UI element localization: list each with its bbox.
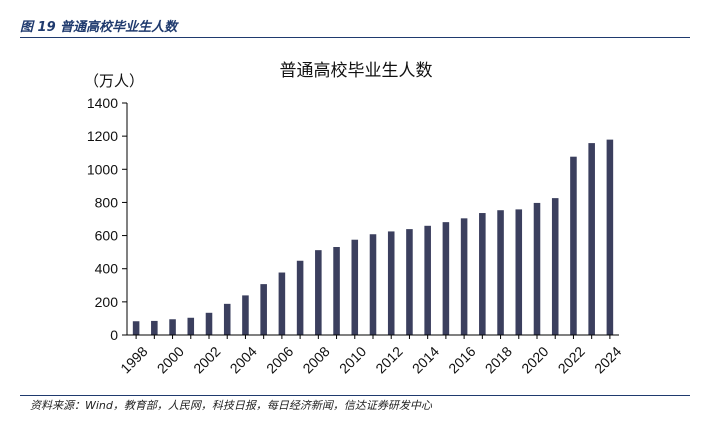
top-rule — [20, 37, 690, 38]
bar-2021 — [551, 198, 559, 335]
y-tick-label: 400 — [95, 261, 119, 277]
bar-2014 — [424, 225, 431, 335]
bar-2005 — [260, 284, 267, 335]
bar-2022 — [570, 156, 577, 335]
y-tick-label: 1000 — [87, 161, 118, 177]
bar-2011 — [369, 234, 377, 335]
chart-title: 普通高校毕业生人数 — [280, 61, 433, 81]
x-tick-label: 2016 — [445, 343, 478, 376]
bar-chart: 普通高校毕业生人数 （万人） 0 200 400 600 800 1000 1200 1400… — [84, 61, 625, 377]
bar-2013 — [406, 229, 413, 335]
bar-1999 — [151, 320, 158, 335]
bar-2018 — [497, 210, 504, 335]
x-tick-label: 2018 — [482, 343, 515, 376]
bar-2009 — [333, 247, 340, 335]
bar-2002 — [205, 312, 213, 335]
figure-caption: 图 19 普通高校毕业生人数 — [20, 20, 178, 35]
bar-1998 — [132, 321, 140, 335]
x-tick-label: 2002 — [190, 343, 223, 376]
bars — [132, 139, 614, 335]
x-tick-label: 2006 — [263, 343, 296, 376]
y-tick-label: 600 — [95, 228, 119, 244]
x-tick-label: 2012 — [372, 343, 405, 376]
x-tick-label: 2022 — [555, 343, 588, 376]
x-tick-label: 1998 — [117, 343, 150, 376]
y-tick-label: 0 — [110, 327, 118, 343]
bottom-rule — [20, 395, 690, 396]
bar-2004 — [242, 295, 249, 335]
bar-2006 — [278, 272, 286, 335]
bar-2016 — [460, 218, 468, 335]
y-axis-ticks: 0 200 400 600 800 1000 1200 1400 — [87, 95, 127, 343]
x-tick-label: 2014 — [409, 343, 442, 376]
bar-2023 — [588, 143, 595, 335]
bar-2017 — [479, 213, 486, 335]
bar-2000 — [169, 319, 176, 335]
source-note: 资料来源：Wind，教育部，人民网，科技日报，每日经济新闻，信达证券研发中心 — [30, 399, 432, 412]
bar-2019 — [515, 209, 523, 335]
bar-2001 — [187, 317, 195, 335]
x-tick-label: 2020 — [518, 343, 551, 376]
x-axis-ticks: 1998 2000 2002 2004 2006 2008 2010 2012 2014 2016… — [117, 335, 625, 377]
bar-2012 — [387, 231, 395, 335]
y-tick-label: 1200 — [87, 128, 118, 144]
y-tick-label: 1400 — [87, 95, 118, 111]
x-tick-label: 2004 — [227, 343, 260, 376]
x-tick-label: 2010 — [336, 343, 369, 376]
bar-2007 — [296, 260, 304, 335]
bar-2020 — [533, 202, 541, 335]
x-tick-label: 2008 — [299, 343, 332, 376]
x-tick-label: 2000 — [154, 343, 187, 376]
bar-2008 — [315, 250, 322, 335]
y-axis-unit-label: （万人） — [84, 72, 144, 90]
y-tick-label: 800 — [95, 194, 119, 210]
x-tick-label: 2024 — [591, 343, 624, 376]
bar-2024 — [606, 139, 614, 335]
bar-2015 — [442, 222, 450, 335]
bar-2003 — [223, 303, 231, 335]
bar-2010 — [351, 239, 359, 335]
y-tick-label: 200 — [95, 294, 119, 310]
